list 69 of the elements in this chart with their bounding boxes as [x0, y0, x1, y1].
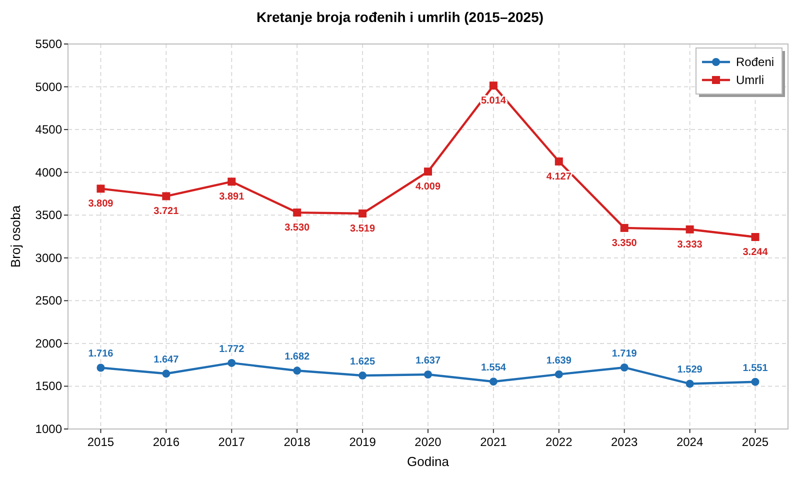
y-tick-label: 4000 [35, 165, 62, 180]
x-tick-label: 2024 [676, 435, 704, 449]
data-label: 1.647 [154, 354, 180, 366]
point [162, 370, 170, 378]
data-label: 1.716 [88, 348, 114, 360]
y-tick-label: 2000 [35, 336, 62, 350]
data-label: 3.891 [219, 192, 245, 203]
x-tick-label: 2018 [284, 435, 311, 449]
point [489, 378, 498, 386]
data-label: 1.554 [480, 362, 506, 374]
data-label: 1.637 [415, 356, 441, 366]
point [358, 209, 367, 218]
point [162, 192, 170, 200]
point [554, 370, 563, 378]
point [686, 380, 694, 388]
x-tick-label: 2019 [349, 435, 376, 449]
point [489, 82, 498, 90]
y-tick-label: 5500 [35, 37, 62, 51]
x-tick-label: 2017 [218, 435, 246, 449]
data-label: 1.682 [284, 352, 310, 363]
point [228, 358, 236, 367]
y-tick-label: 3500 [35, 208, 62, 222]
x-axis-title: Godina [407, 454, 450, 469]
y-tick-label: 1500 [35, 379, 62, 394]
data-label: 4.127 [546, 171, 572, 182]
data-label: 1.529 [677, 364, 703, 376]
y-axis-title: Broj osoba [8, 204, 23, 268]
point [293, 208, 302, 217]
point [620, 224, 628, 232]
x-tick-label: 2020 [414, 435, 442, 449]
data-label: 4.009 [415, 182, 441, 193]
data-label: 1.625 [350, 356, 376, 368]
point [424, 370, 432, 378]
y-tick-label: 4500 [35, 122, 62, 137]
point [293, 366, 302, 375]
legend-label: Umrli [736, 73, 764, 87]
point [228, 178, 236, 186]
x-tick-label: 2015 [87, 435, 114, 449]
data-label: 1.719 [612, 348, 638, 360]
legend-label: Rođeni [736, 55, 774, 69]
point [554, 157, 563, 166]
chart-title: Kretanje broja rođenih i umrlih (2015–2025) [256, 9, 544, 25]
data-label: 1.551 [742, 362, 768, 374]
y-tick-label: 2500 [35, 294, 62, 308]
data-label: 3.809 [88, 198, 114, 210]
data-label: 3.244 [742, 247, 768, 258]
point [424, 168, 432, 176]
data-label: 1.639 [546, 355, 572, 366]
y-tick-label: 3000 [35, 250, 62, 265]
data-label: 1.772 [219, 344, 245, 355]
x-tick-label: 2021 [480, 435, 508, 449]
x-tick-label: 2016 [152, 435, 180, 449]
point [358, 372, 367, 380]
y-tick-label: 1000 [35, 422, 62, 436]
data-label: 3.721 [154, 206, 180, 218]
point [751, 378, 760, 386]
point [751, 233, 760, 242]
x-tick-label: 2025 [742, 435, 769, 449]
data-label: 3.350 [612, 238, 638, 249]
point [686, 225, 694, 234]
point [96, 184, 105, 193]
data-label: 3.530 [284, 222, 310, 234]
x-tick-label: 2023 [611, 435, 638, 449]
y-tick-label: 5000 [35, 80, 62, 94]
point [620, 363, 628, 372]
data-label: 3.519 [350, 223, 376, 234]
data-label: 3.333 [677, 239, 703, 250]
point [96, 364, 105, 372]
x-tick-label: 2022 [546, 435, 573, 449]
